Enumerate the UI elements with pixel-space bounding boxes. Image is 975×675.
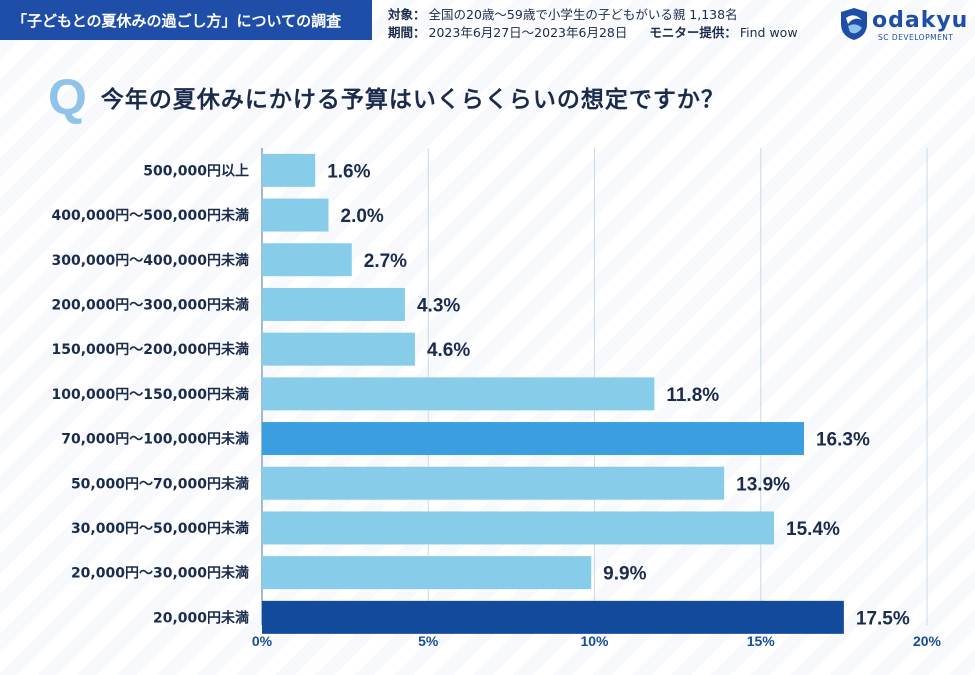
tick-label-5: 5% — [418, 633, 439, 649]
bar-7 — [262, 466, 725, 500]
value-label-3: 4.3% — [417, 295, 460, 316]
logo-mark-icon — [841, 8, 867, 40]
category-label-9: 20,000円～30,000円未満 — [71, 565, 249, 582]
monitor-value: Find wow — [739, 25, 798, 40]
target-label: 対象： — [388, 7, 426, 22]
period-value: 2023年6月27日～2023年6月28日 — [428, 25, 628, 40]
question-text: 今年の夏休みにかける予算はいくらくらいの想定ですか？ — [100, 87, 725, 113]
logo-subtext: SC DEVELOPMENT — [878, 33, 954, 42]
value-label-9: 9.9% — [603, 564, 646, 585]
category-label-0: 500,000円以上 — [143, 163, 249, 179]
header: 「子どもとの夏休みの過ごし方」についての調査 対象： 全国の20歳～59歳で小学… — [0, 0, 975, 48]
value-label-5: 11.8% — [666, 385, 719, 406]
bar-1 — [262, 198, 329, 232]
category-label-4: 150,000円～200,000円未満 — [51, 341, 249, 358]
target-row: 対象： 全国の20歳～59歳で小学生の子どもがいる親 1,138名 — [388, 6, 798, 24]
bar-9 — [262, 556, 592, 590]
monitor-label: モニター提供： — [649, 25, 737, 40]
period-label: 期間： — [388, 25, 426, 40]
category-label-5: 100,000円～150,000円未満 — [51, 386, 249, 403]
target-value: 全国の20歳～59歳で小学生の子どもがいる親 1,138名 — [428, 7, 738, 22]
tick-label-0: 0% — [252, 633, 273, 649]
value-label-7: 13.9% — [736, 474, 790, 495]
bar-2 — [262, 243, 352, 277]
period-row: 期間： 2023年6月27日～2023年6月28日 モニター提供： Find w… — [388, 24, 798, 42]
question-heading: Q 今年の夏休みにかける予算はいくらくらいの想定ですか？ — [48, 72, 725, 122]
tick-label-15: 15% — [747, 633, 776, 649]
value-label-2: 2.7% — [364, 251, 407, 272]
bar-5 — [262, 377, 655, 411]
category-label-1: 400,000円～500,000円未満 — [51, 207, 249, 224]
bar-8 — [262, 511, 775, 545]
bar-6 — [262, 422, 804, 456]
category-label-6: 70,000円～100,000円未満 — [61, 431, 249, 448]
value-label-1: 2.0% — [341, 206, 384, 227]
q-mark: Q — [48, 69, 87, 125]
bar-10 — [262, 600, 844, 634]
category-label-2: 300,000円～400,000円未満 — [51, 252, 249, 269]
survey-title: 「子どもとの夏休みの過ごし方」についての調査 — [0, 0, 372, 40]
value-label-8: 15.4% — [786, 519, 840, 540]
value-label-4: 4.6% — [427, 340, 470, 361]
value-label-6: 16.3% — [816, 430, 870, 451]
odakyu-logo: odakyu SC DEVELOPMENT — [838, 6, 968, 44]
category-label-3: 200,000円～300,000円未満 — [51, 296, 249, 313]
tick-label-20: 20% — [913, 633, 942, 649]
value-label-10: 17.5% — [856, 608, 910, 629]
bar-4 — [262, 332, 415, 366]
category-label-7: 50,000円～70,000円未満 — [71, 475, 249, 492]
category-label-10: 20,000円未満 — [153, 609, 249, 626]
survey-meta: 対象： 全国の20歳～59歳で小学生の子どもがいる親 1,138名 期間： 20… — [388, 6, 798, 42]
bar-3 — [262, 287, 405, 321]
logo-text: odakyu — [872, 8, 969, 33]
value-label-0: 1.6% — [327, 161, 370, 182]
bar-0 — [262, 153, 316, 187]
tick-label-10: 10% — [580, 633, 609, 649]
category-label-8: 30,000円～50,000円未満 — [71, 520, 249, 537]
